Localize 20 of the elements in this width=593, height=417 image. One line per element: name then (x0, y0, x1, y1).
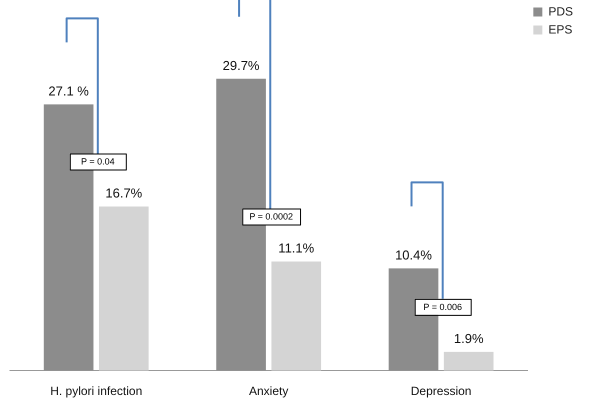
data-label: 29.7% (222, 58, 260, 73)
bar (98, 206, 149, 371)
data-label: 1.9% (454, 331, 484, 346)
data-label: 27.1 % (48, 83, 90, 98)
bar (216, 78, 266, 371)
bar (44, 104, 94, 371)
x-tick-label: Depression (410, 384, 472, 398)
legend-label: PDS (548, 4, 574, 18)
annotation: P = 0.04 (81, 156, 115, 166)
x-tick-label: Anxiety (248, 384, 288, 398)
annotation: P = 0.0002 (249, 212, 293, 222)
x-tick-label: H. pylori infection (50, 384, 142, 398)
bar (271, 262, 322, 371)
data-label: 11.1% (278, 240, 315, 256)
annotation: P = 0.006 (423, 302, 462, 312)
data-label: 16.7% (105, 186, 143, 201)
data-label: 10.4% (395, 247, 432, 262)
bar (388, 268, 438, 371)
bar (444, 352, 494, 371)
legend-label: EPS (548, 22, 572, 36)
